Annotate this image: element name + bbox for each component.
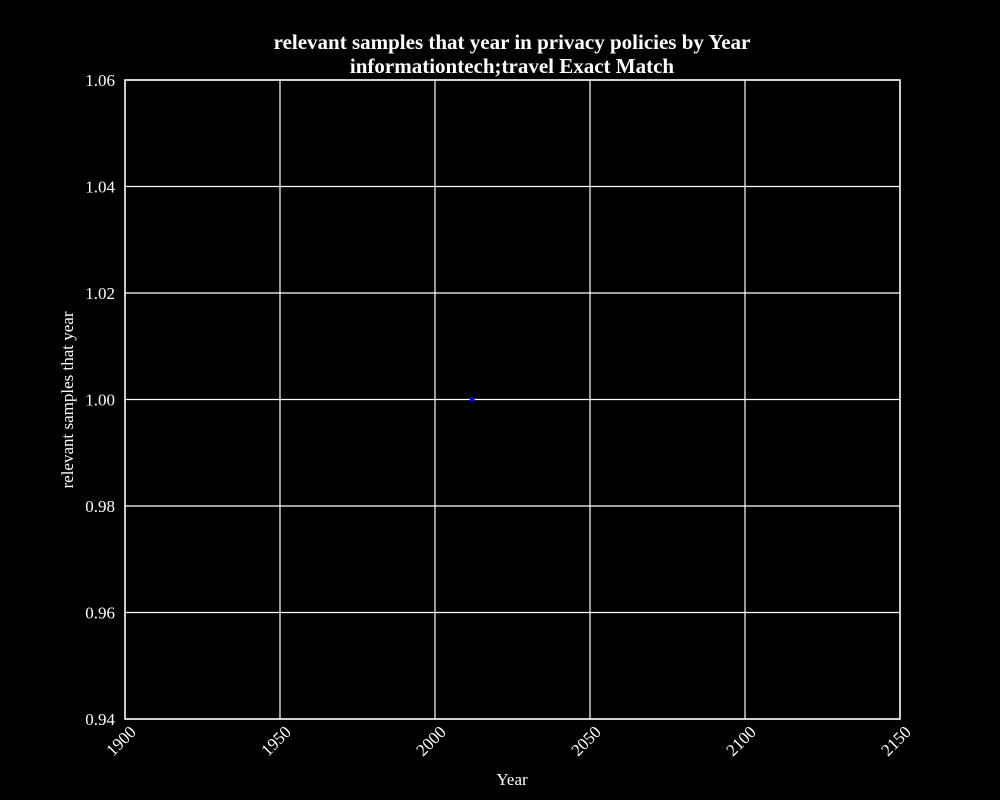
y-axis-label: relevant samples that year [58, 311, 77, 488]
y-tick-label: 1.00 [85, 391, 115, 410]
y-tick-label: 0.96 [85, 604, 115, 623]
y-tick-label: 1.02 [85, 284, 115, 303]
chart-title: relevant samples that year in privacy po… [274, 30, 751, 54]
x-tick-label: 2150 [877, 722, 914, 759]
y-tick-label: 0.98 [85, 497, 115, 516]
chart-subtitle: informationtech;travel Exact Match [350, 54, 675, 78]
y-tick-label: 0.94 [85, 710, 115, 729]
y-tick-label: 1.04 [85, 178, 115, 197]
plot-area: 1900 1950 2000 2050 2100 21500.940.960.981.00… [85, 71, 915, 760]
x-tick-label: 2100 [722, 722, 759, 759]
x-tick-label: 1950 [257, 722, 294, 759]
x-tick-label: 2000 [412, 722, 449, 759]
x-axis-label: Year [496, 770, 528, 789]
x-tick-label: 2050 [567, 722, 604, 759]
plot-frame [124, 79, 901, 720]
y-tick-label: 1.06 [85, 71, 115, 90]
data-point [469, 397, 475, 402]
